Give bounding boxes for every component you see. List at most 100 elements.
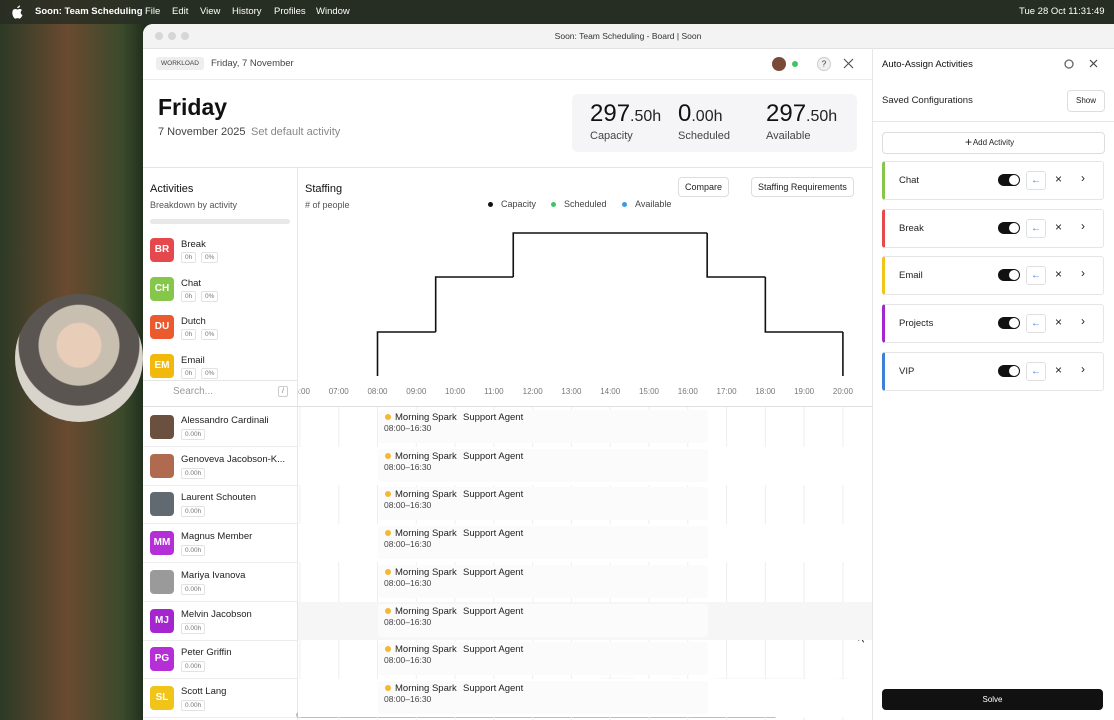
shift-block[interactable] — [378, 526, 708, 560]
toggle-knob — [1009, 222, 1019, 233]
shift-block[interactable] — [378, 448, 708, 482]
x-tick-label: 19:00 — [794, 387, 815, 396]
shift-block[interactable] — [378, 680, 708, 714]
shift-name: Morning Spark — [395, 682, 457, 694]
expand-button[interactable]: › — [1081, 171, 1085, 185]
shift-block[interactable] — [378, 642, 708, 676]
menu-item[interactable]: Profiles — [274, 6, 306, 17]
person-name[interactable]: Magnus Member — [181, 531, 253, 543]
menu-item[interactable]: History — [232, 6, 262, 17]
menu-item[interactable]: File — [145, 6, 161, 17]
expand-button[interactable]: › — [1081, 314, 1085, 329]
stat-value: 297.50h — [766, 100, 838, 127]
person-hours: 0.00h — [181, 699, 206, 711]
day-title: Friday — [158, 94, 228, 120]
person-avatar — [150, 415, 174, 439]
expand-button[interactable]: › — [1081, 266, 1085, 281]
person-name[interactable]: Genoveva Jacobson-K... — [181, 453, 286, 465]
stat-label: Capacity — [590, 130, 633, 142]
sun-icon — [385, 646, 391, 653]
person-name[interactable]: Laurent Schouten — [181, 492, 257, 504]
person-name[interactable]: Alessandro Cardinali — [181, 415, 269, 426]
activity-card-name: VIP — [899, 365, 915, 377]
person-hours: 0.00h — [181, 506, 206, 518]
step-segment — [706, 233, 766, 278]
search-bg — [143, 381, 297, 406]
activity-card[interactable] — [882, 351, 1104, 391]
step-segment — [434, 276, 514, 332]
remove-button[interactable]: × — [1055, 362, 1063, 377]
divider — [143, 79, 872, 80]
activity-share: 0% — [201, 368, 219, 380]
requirements-button[interactable]: Staffing Requirements — [751, 177, 854, 197]
menu-item[interactable]: Window — [316, 6, 350, 17]
activity-card[interactable] — [882, 161, 1104, 200]
person-hours: 0.00h — [181, 661, 206, 673]
app-name[interactable]: Soon: Team Scheduling — [35, 6, 143, 17]
remove-button[interactable]: × — [1055, 315, 1063, 330]
stat-value: 297.50h — [590, 100, 662, 127]
compare-button[interactable]: Compare — [678, 177, 730, 197]
sun-icon — [385, 452, 391, 459]
activities-subtitle: Breakdown by activity — [150, 200, 238, 210]
expand-button[interactable]: › — [1081, 218, 1085, 233]
sun-icon — [385, 414, 391, 420]
x-tick-label: 12:00 — [523, 387, 544, 396]
shift-block[interactable] — [378, 410, 708, 443]
arrow-button[interactable]: ← — [1026, 218, 1046, 238]
arrow-button[interactable]: ← — [1026, 171, 1046, 190]
remove-button[interactable]: × — [1055, 172, 1063, 186]
menu-item[interactable]: View — [200, 6, 221, 17]
day-date: 7 November 2025 — [158, 126, 246, 138]
person-name[interactable]: Mariya Ivanova — [181, 569, 246, 581]
activity-avatar: EM — [150, 354, 174, 379]
toggle-knob — [1009, 175, 1019, 185]
expand-button[interactable]: › — [1081, 361, 1085, 376]
video-bubble — [15, 294, 143, 422]
shift-time: 08:00–16:30 — [384, 655, 432, 666]
x-tick-label: 16:00 — [678, 387, 699, 396]
window-controls[interactable] — [153, 31, 193, 41]
arrow-button[interactable]: ← — [1026, 266, 1046, 286]
shift-role: Support Agent — [463, 450, 524, 462]
row-line — [143, 600, 297, 602]
person-name[interactable]: Scott Lang — [181, 685, 227, 697]
shift-name: Morning Spark — [395, 566, 457, 578]
person-name[interactable]: Melvin Jacobson — [181, 608, 252, 620]
solve-button[interactable]: Solve — [882, 689, 1103, 710]
activity-card-name: Email — [899, 270, 923, 282]
shift-block[interactable] — [378, 603, 708, 637]
stats-box — [572, 94, 857, 152]
saved-configurations: Saved Configurations — [882, 95, 973, 106]
person-avatar: SL — [150, 685, 174, 710]
arrow-button[interactable]: ← — [1026, 314, 1046, 334]
show-button[interactable]: Show — [1067, 90, 1105, 112]
activity-avatar: BR — [150, 238, 174, 262]
divider — [143, 380, 297, 381]
x-tick-label: 08:00 — [367, 387, 388, 396]
shift-name: Morning Spark — [395, 412, 457, 423]
shift-block[interactable] — [378, 564, 708, 598]
remove-button[interactable]: × — [1055, 219, 1063, 234]
activity-card[interactable] — [882, 256, 1104, 296]
shift-block[interactable] — [378, 487, 708, 521]
apple-icon[interactable] — [11, 5, 23, 19]
arrow-button[interactable]: ← — [1026, 361, 1046, 381]
activity-card[interactable] — [882, 304, 1104, 344]
shift-time: 08:00–16:30 — [384, 693, 432, 704]
person-hours: 0.00h — [181, 429, 206, 440]
remove-button[interactable]: × — [1055, 267, 1063, 282]
shift-name: Morning Spark — [395, 450, 457, 462]
activity-card[interactable] — [882, 208, 1104, 248]
x-tick-label: 13:00 — [561, 387, 582, 396]
header-icons[interactable]: ? — [770, 56, 860, 72]
person-name[interactable]: Peter Griffin — [181, 647, 232, 659]
panel-icons[interactable] — [1062, 57, 1102, 71]
search-input[interactable]: Search... — [173, 386, 214, 397]
x-tick-label: 15:00 — [639, 387, 660, 396]
set-default[interactable]: Set default activity — [251, 126, 341, 138]
add-activity-button[interactable]: Add Activity — [882, 132, 1105, 154]
shift-time: 08:00–16:30 — [384, 616, 432, 627]
menu-item[interactable]: Edit — [172, 6, 189, 17]
